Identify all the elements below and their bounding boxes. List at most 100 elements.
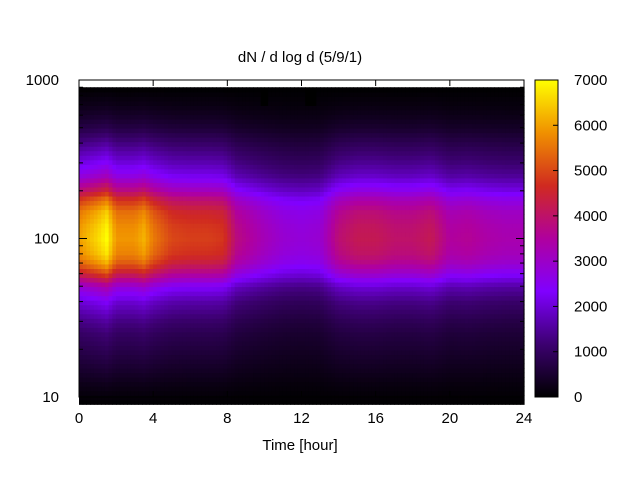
heatmap-cell <box>282 218 288 224</box>
heatmap-cell <box>186 327 191 333</box>
heatmap-cell <box>93 141 99 147</box>
heatmap-cell <box>238 390 243 396</box>
heatmap-cell <box>227 200 232 206</box>
heatmap-cell <box>108 146 113 152</box>
heatmap-cell <box>190 254 195 260</box>
heatmap-cell <box>153 386 158 392</box>
heatmap-cell <box>223 345 228 351</box>
heatmap-cell <box>279 173 284 179</box>
heatmap-cell <box>82 100 88 106</box>
heatmap-cell <box>290 182 295 188</box>
heatmap-cell <box>205 132 210 138</box>
heatmap-cell <box>320 245 325 251</box>
heatmap-cell <box>264 177 269 183</box>
heatmap-cell <box>308 358 314 365</box>
heatmap-cell <box>82 87 88 93</box>
heatmap-cell <box>279 91 284 97</box>
heatmap-cell <box>320 96 325 102</box>
heatmap-cell <box>231 336 236 342</box>
heatmap-cell <box>227 336 232 342</box>
heatmap-cell <box>108 114 113 120</box>
heatmap-cell <box>179 205 184 211</box>
heatmap-cell <box>193 331 199 337</box>
heatmap-cell <box>338 263 343 269</box>
heatmap-cell <box>223 291 228 297</box>
heatmap-cell <box>253 87 258 93</box>
heatmap-cell <box>179 236 184 242</box>
heatmap-cell <box>223 150 228 156</box>
heatmap-cell <box>216 155 221 161</box>
heatmap-cell <box>227 354 232 360</box>
heatmap-cell <box>282 272 288 279</box>
heatmap-cell <box>290 245 295 251</box>
heatmap-cell <box>171 186 177 193</box>
heatmap-cell <box>127 236 132 242</box>
heatmap-cell <box>294 309 299 315</box>
heatmap-cell <box>216 91 221 97</box>
heatmap-cell <box>271 87 277 93</box>
heatmap-cell <box>301 358 306 365</box>
heatmap-cell <box>149 272 154 279</box>
heatmap-cell <box>156 250 162 256</box>
heatmap-cell <box>286 209 291 215</box>
heatmap-cell <box>171 259 177 265</box>
heatmap-cell <box>320 191 325 197</box>
heatmap-cell <box>338 286 343 292</box>
heatmap-cell <box>264 168 269 174</box>
heatmap-cell <box>160 399 165 405</box>
heatmap-cell <box>268 96 273 102</box>
heatmap-cell <box>305 114 310 120</box>
heatmap-cell <box>145 386 151 392</box>
heatmap-cell <box>79 259 84 265</box>
heatmap-cell <box>334 214 340 220</box>
heatmap-cell <box>257 272 262 279</box>
heatmap-cell <box>171 263 177 269</box>
heatmap-cell <box>275 340 280 346</box>
heatmap-cell <box>186 123 191 129</box>
heatmap-cell <box>282 331 288 337</box>
heatmap-cell <box>138 118 143 125</box>
heatmap-cell <box>112 96 117 102</box>
heatmap-cell <box>275 100 280 106</box>
heatmap-cell <box>208 381 214 387</box>
heatmap-cell <box>231 150 236 156</box>
heatmap-cell <box>101 354 106 360</box>
heatmap-cell <box>212 182 217 188</box>
heatmap-cell <box>231 327 236 333</box>
heatmap-cell <box>245 245 251 251</box>
heatmap-cell <box>168 386 173 392</box>
heatmap-cell <box>294 109 299 116</box>
heatmap-cell <box>294 368 299 374</box>
heatmap-cell <box>212 177 217 183</box>
heatmap-cell <box>116 137 121 143</box>
heatmap-cell <box>323 114 329 120</box>
heatmap-cell <box>93 336 99 342</box>
heatmap-cell <box>145 150 151 156</box>
heatmap-cell <box>193 195 199 202</box>
heatmap-cell <box>164 245 169 251</box>
heatmap-cell <box>82 254 88 260</box>
heatmap-cell <box>297 91 303 97</box>
heatmap-cell <box>223 164 228 170</box>
heatmap-cell <box>323 272 329 279</box>
heatmap-cell <box>130 96 136 102</box>
heatmap-cell <box>142 304 147 310</box>
heatmap-cell <box>268 105 273 111</box>
heatmap-cell <box>275 363 280 369</box>
heatmap-cell <box>264 96 269 102</box>
heatmap-cell <box>160 250 165 256</box>
heatmap-cell <box>86 195 91 202</box>
heatmap-cell <box>312 200 317 206</box>
heatmap-cell <box>253 250 258 256</box>
heatmap-cell <box>134 227 139 233</box>
heatmap-cell <box>301 236 306 242</box>
heatmap-cell <box>212 186 217 193</box>
heatmap-cell <box>175 214 180 220</box>
heatmap-cell <box>234 272 240 279</box>
heatmap-cell <box>249 87 254 93</box>
heatmap-cell <box>275 177 280 183</box>
heatmap-cell <box>182 281 188 288</box>
heatmap-cell <box>123 381 128 387</box>
heatmap-cell <box>201 322 206 328</box>
